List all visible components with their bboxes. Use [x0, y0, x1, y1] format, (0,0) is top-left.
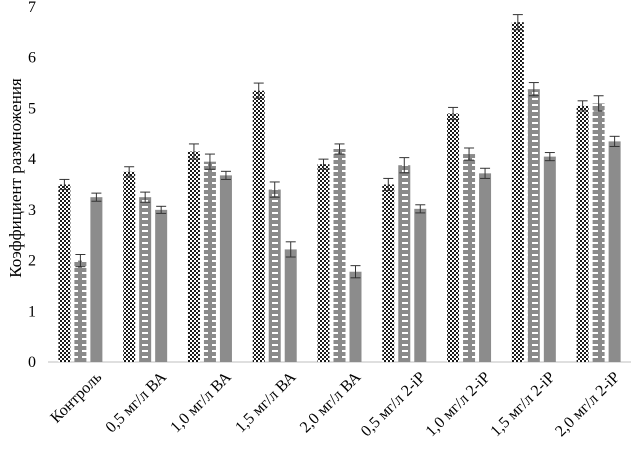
x-tick-label: 0,5 мг/л ВА: [103, 368, 171, 436]
bar: [463, 154, 476, 362]
x-tick-label: 1,5 мг/л ВА: [232, 368, 300, 436]
bar: [527, 89, 540, 363]
y-tick-label: 1: [28, 303, 36, 320]
y-tick-label: 5: [28, 100, 36, 117]
y-tick-label: 6: [28, 50, 36, 67]
bar: [203, 161, 216, 362]
y-axis-ticks: 0 1 2 3 4 5 6 7: [28, 0, 36, 371]
bar: [74, 260, 87, 362]
bar: [349, 271, 362, 362]
bar: [382, 184, 395, 362]
bar: [333, 149, 346, 362]
bar: [414, 208, 427, 362]
y-axis-title: Коэффициент размножения: [6, 78, 25, 278]
x-tick-label: 2,0 мг/л ВА: [297, 368, 365, 436]
x-tick-label: 2,0 мг/л 2-iP: [552, 369, 623, 440]
bar: [317, 164, 330, 362]
y-tick-label: 0: [28, 354, 36, 371]
bar: [284, 249, 297, 362]
bars-group: [58, 14, 621, 363]
bar: [252, 90, 265, 362]
bar: [398, 165, 411, 362]
y-tick-label: 7: [28, 0, 36, 16]
bar: [139, 197, 152, 362]
bar: [58, 184, 71, 362]
bar: [123, 171, 136, 362]
x-tick-label: 1,0 мг/л 2-iP: [423, 369, 494, 440]
bar: [268, 189, 281, 362]
x-tick-label: 1,0 мг/л ВА: [167, 368, 235, 436]
y-tick-label: 2: [28, 253, 36, 270]
bar: [219, 175, 232, 362]
x-tick-label: 1,5 мг/л 2-iP: [487, 369, 558, 440]
y-tick-label: 4: [28, 151, 36, 168]
bar: [187, 151, 200, 362]
bar: [543, 156, 556, 362]
bar: [155, 209, 168, 362]
x-tick-label: 0,5 мг/л 2-iP: [358, 369, 429, 440]
x-tick-label: Контроль: [47, 369, 105, 427]
bar: [479, 173, 492, 362]
bar: [576, 105, 589, 363]
bar: [447, 113, 460, 362]
bar: [511, 22, 524, 362]
bar: [90, 197, 103, 362]
y-tick-label: 3: [28, 202, 36, 219]
bar: [608, 141, 621, 362]
bar: [592, 103, 605, 362]
